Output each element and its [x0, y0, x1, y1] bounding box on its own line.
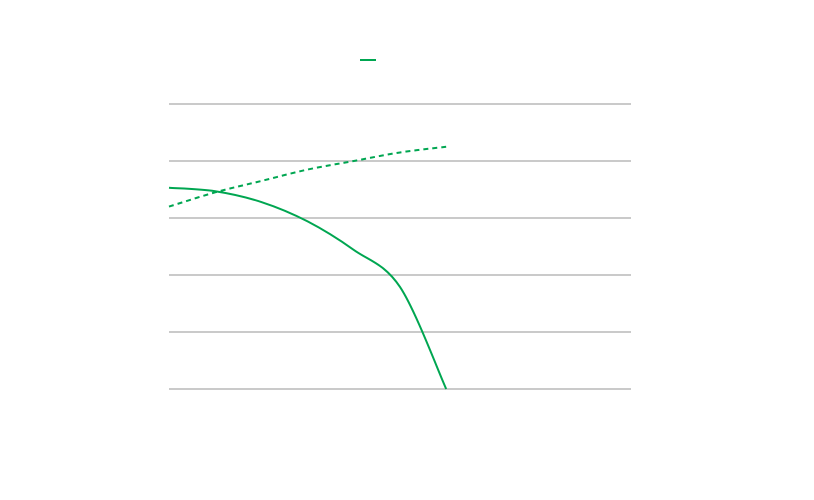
- series-line-1-dashed: [168, 145, 447, 208]
- series-lines: [168, 145, 448, 390]
- gridlines: [169, 103, 631, 390]
- series-line-0-solid: [168, 186, 448, 390]
